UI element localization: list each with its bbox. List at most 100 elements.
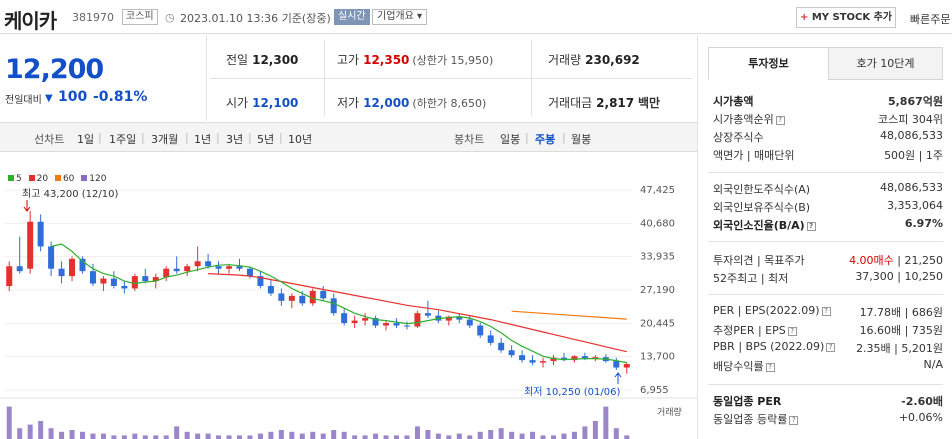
info-value: 4.00매수 | 21,250 bbox=[849, 254, 943, 267]
volume-bar bbox=[394, 435, 399, 439]
period-1w[interactable]: 1주일 bbox=[109, 133, 137, 146]
divider bbox=[708, 294, 943, 295]
period-1d[interactable]: 1일 bbox=[77, 133, 95, 146]
legend-swatch bbox=[28, 175, 35, 181]
line-chart-label: 선차트 bbox=[34, 133, 65, 146]
info-row: 동일업종 PER -2.60배 bbox=[713, 393, 943, 411]
y-tick-label: 20,445 bbox=[640, 318, 675, 329]
candle-monthly[interactable]: 월봉 bbox=[571, 133, 592, 146]
info-value: 2.35배 | 5,201원 bbox=[856, 342, 943, 355]
stock-name: 케이카 bbox=[4, 9, 57, 33]
change-value: 100 bbox=[58, 89, 88, 105]
y-tick-label: 13,700 bbox=[640, 352, 675, 363]
volume-bar bbox=[435, 433, 441, 439]
period-toolbar: 선차트 1일 | 1주일 | 3개월 | 1년 | 3년 | 5년 | 10년 … bbox=[0, 122, 697, 152]
period-5y[interactable]: 5년 bbox=[257, 133, 275, 146]
y-tick-label: 27,190 bbox=[640, 285, 675, 296]
volume-bar bbox=[6, 406, 12, 439]
volume-bar bbox=[571, 431, 577, 439]
separator: | bbox=[141, 131, 145, 144]
candle-body bbox=[403, 325, 410, 327]
volume-bar bbox=[446, 435, 452, 439]
prev-close: 전일 12,300 bbox=[226, 53, 299, 67]
volume-bar bbox=[121, 435, 127, 439]
legend-swatch bbox=[54, 175, 61, 181]
candle-daily[interactable]: 일봉 bbox=[500, 133, 521, 146]
divider bbox=[206, 35, 207, 121]
plus-icon: + bbox=[799, 12, 809, 23]
change-label: 전일대비 bbox=[5, 95, 42, 106]
candle-body bbox=[110, 278, 117, 286]
separator: | bbox=[525, 131, 529, 144]
help-icon[interactable]: ? bbox=[821, 307, 831, 316]
add-mystock-button[interactable]: + MY STOCK 추가 bbox=[796, 7, 896, 28]
candle-body bbox=[100, 278, 107, 284]
tab-investment-info[interactable]: 투자정보 bbox=[708, 47, 829, 80]
volume-bar bbox=[216, 435, 222, 439]
candle-weekly[interactable]: 주봉 bbox=[535, 133, 556, 146]
quote-datetime: 2023.01.10 13:36 기준(장중) bbox=[180, 12, 331, 25]
weekly-candle-chart[interactable]: 47,425 40,680 33,935 27,190 20,445 13,700 6,95… bbox=[0, 170, 697, 439]
help-icon[interactable]: ? bbox=[806, 222, 816, 231]
candle-body bbox=[226, 266, 233, 269]
volume-bar bbox=[498, 428, 504, 439]
volume-bar bbox=[519, 433, 525, 439]
info-row: 외국인보유주식수(B) 3,353,064 bbox=[713, 199, 943, 217]
company-info-dropdown[interactable]: 기업개요 ▾ bbox=[372, 9, 428, 25]
volume-bar bbox=[174, 426, 180, 439]
candle-body bbox=[414, 313, 421, 327]
realtime-badge[interactable]: 실시간 bbox=[334, 9, 370, 25]
volume-bar bbox=[111, 435, 117, 439]
volume-bar bbox=[561, 433, 567, 439]
candle-body bbox=[498, 342, 505, 351]
info-value: 코스피 304위 bbox=[878, 113, 943, 126]
volume-bar bbox=[27, 424, 33, 439]
period-3y[interactable]: 3년 bbox=[226, 133, 244, 146]
help-icon[interactable]: ? bbox=[787, 327, 797, 336]
moving-averages bbox=[23, 200, 627, 384]
market-badge: 코스피 bbox=[122, 9, 158, 25]
candle-body bbox=[27, 221, 34, 269]
candle-body bbox=[351, 320, 358, 324]
quick-order-link[interactable]: 빠른주문 bbox=[910, 13, 951, 26]
info-label: 시가총액순위? bbox=[713, 111, 785, 127]
info-label: PBR | BPS (2022.09)? bbox=[713, 340, 836, 353]
separator: | bbox=[98, 131, 102, 144]
help-icon[interactable]: ? bbox=[775, 116, 785, 125]
volume-bar bbox=[331, 430, 337, 439]
divider bbox=[708, 241, 943, 242]
candle-body bbox=[194, 261, 201, 267]
period-10y[interactable]: 10년 bbox=[288, 133, 313, 146]
separator: | bbox=[216, 131, 220, 144]
period-1y[interactable]: 1년 bbox=[194, 133, 212, 146]
candle-body bbox=[89, 271, 96, 284]
info-label: 상장주식수 bbox=[713, 131, 764, 144]
candle-body bbox=[184, 266, 191, 272]
info-value: N/A bbox=[923, 358, 943, 371]
info-value: 6.97% bbox=[904, 217, 943, 230]
separator: | bbox=[248, 131, 252, 144]
candle-body bbox=[257, 276, 264, 286]
volume-bar bbox=[184, 431, 190, 439]
info-row: PBR | BPS (2022.09)? 2.35배 | 5,201원 bbox=[713, 340, 943, 358]
volume-bar bbox=[80, 431, 85, 439]
help-icon[interactable]: ? bbox=[765, 363, 775, 372]
legend-swatch bbox=[8, 175, 14, 181]
candle-body bbox=[383, 323, 390, 326]
divider bbox=[324, 40, 325, 116]
high-price: 고가 12,350 (상한가 15,950) bbox=[337, 53, 494, 67]
help-icon[interactable]: ? bbox=[826, 343, 836, 352]
volume-bar bbox=[624, 435, 630, 439]
candles bbox=[6, 210, 630, 374]
candle-body bbox=[299, 295, 306, 304]
low-price: 저가 12,000 (하한가 8,650) bbox=[337, 96, 487, 110]
stock-code: 381970 bbox=[72, 11, 114, 24]
volume-bar bbox=[48, 428, 54, 439]
tab-order-book[interactable]: 호가 10단계 bbox=[828, 47, 943, 80]
candle-body bbox=[205, 261, 212, 267]
info-label: 추정PER | EPS? bbox=[713, 322, 797, 338]
candle-body bbox=[215, 266, 222, 269]
help-icon[interactable]: ? bbox=[789, 416, 799, 425]
period-3m[interactable]: 3개월 bbox=[151, 133, 179, 146]
down-arrow-icon: ▼ bbox=[45, 93, 53, 104]
